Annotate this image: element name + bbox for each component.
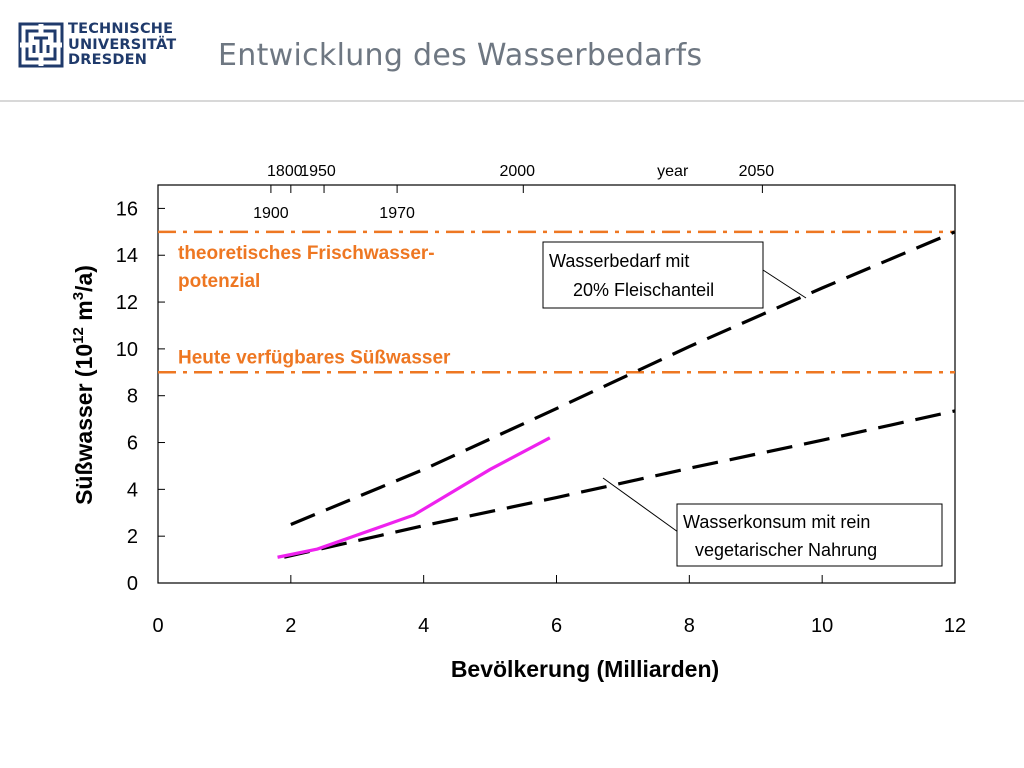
annotation-text: 20% Fleischanteil <box>573 280 714 300</box>
y-axis-label-part: Süßwasser (10 <box>71 344 97 505</box>
y-tick-label: 8 <box>127 386 138 408</box>
slide-header: TECHNISCHE UNIVERSITÄT DRESDEN Entwicklu… <box>0 0 1024 100</box>
top-tick-label: 2050 <box>739 163 775 180</box>
y-tick-label: 0 <box>127 573 138 595</box>
annotation-text: Wasserkonsum mit rein <box>683 512 870 532</box>
y-axis-label-part: m <box>71 300 97 327</box>
x-axis-label: Bevölkerung (Milliarden) <box>451 656 719 682</box>
top-tick-label: 1950 <box>300 163 336 180</box>
y-tick-label: 10 <box>116 339 138 361</box>
y-tick-label: 2 <box>127 526 138 548</box>
top-tick-label: 1900 <box>253 205 289 222</box>
x-tick-label: 10 <box>811 615 833 637</box>
slide-title: Entwicklung des Wasserbedarfs <box>218 38 703 73</box>
annotation-text: Wasserbedarf mit <box>549 251 689 271</box>
y-tick-label: 6 <box>127 433 138 455</box>
logo-text: TECHNISCHE UNIVERSITÄT DRESDEN <box>68 21 177 69</box>
y-tick-label: 14 <box>116 245 138 267</box>
annotation-box <box>542 241 764 309</box>
reference-line-label: potenzial <box>178 271 260 292</box>
x-tick-label: 2 <box>285 615 296 637</box>
y-tick-label: 4 <box>127 479 138 501</box>
x-tick-label: 8 <box>684 615 695 637</box>
annotation-box <box>676 503 943 567</box>
y-axis-label-superscript: 3 <box>70 292 87 300</box>
top-axis-label: year <box>657 163 689 180</box>
y-axis-label: Süßwasser (1012 m3/a) <box>70 265 97 505</box>
annotation-leader <box>602 477 679 533</box>
annotation-leader <box>762 269 807 299</box>
header-divider <box>0 100 1024 102</box>
y-tick-label: 12 <box>116 292 138 314</box>
reference-line-label: theoretisches Frischwasser- <box>178 243 435 264</box>
top-tick-label: 1800 <box>267 163 303 180</box>
logo-line-1: TECHNISCHE <box>68 21 174 37</box>
annotation-text: vegetarischer Nahrung <box>695 540 877 560</box>
top-tick-label: 2000 <box>499 163 535 180</box>
x-tick-label: 6 <box>551 615 562 637</box>
logo-line-3: DRESDEN <box>68 52 148 68</box>
series-line <box>283 409 956 559</box>
y-axis-label-part: /a) <box>71 265 97 292</box>
series-line <box>277 436 551 559</box>
x-tick-label: 4 <box>418 615 429 637</box>
series-line <box>290 230 956 526</box>
x-tick-label: 12 <box>944 615 966 637</box>
logo-line-2: UNIVERSITÄT <box>68 36 177 53</box>
y-axis-label-superscript: 12 <box>70 327 87 344</box>
top-tick-label: 1970 <box>379 205 415 222</box>
tu-dresden-logo-icon <box>18 22 64 68</box>
y-tick-label: 16 <box>116 198 138 220</box>
x-tick-label: 0 <box>152 615 163 637</box>
reference-line-label: Heute verfügbares Süßwasser <box>178 347 451 368</box>
